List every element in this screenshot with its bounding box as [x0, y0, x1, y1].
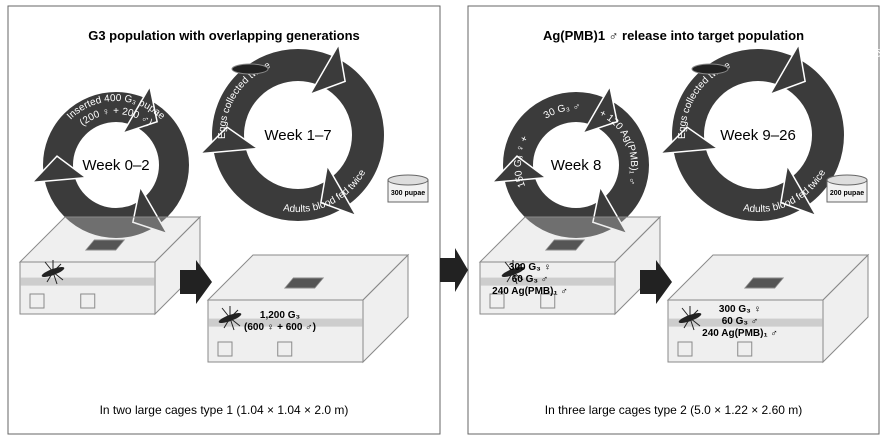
- cage-label: 240 Ag(PMB)₁ ♂: [702, 328, 778, 339]
- mosquito-leg: [223, 317, 231, 329]
- cage-stripe: [480, 277, 615, 286]
- cage-top-window: [283, 277, 325, 289]
- step-arrow: [640, 260, 672, 304]
- mosquito-leg: [229, 317, 235, 331]
- week-label: Week 8: [551, 157, 602, 174]
- mosquito-leg: [689, 309, 699, 319]
- panel-footer: In two large cages type 1 (1.04 × 1.04 ×…: [100, 403, 349, 417]
- cage-top-window: [544, 239, 586, 251]
- cage-front: [207, 299, 364, 363]
- mosquito-leg: [44, 261, 54, 273]
- mosquito-leg: [229, 309, 239, 319]
- ring-arrowhead: [30, 155, 89, 184]
- cage-label: 240 Ag(PMB)₁ ♂: [492, 286, 568, 297]
- cage-label: 60 G₃ ♂: [722, 316, 759, 327]
- cage-stripe: [20, 277, 155, 286]
- ring-arrowhead: [198, 126, 260, 155]
- ring-arrowhead: [308, 42, 346, 96]
- mosquito-leg: [689, 317, 701, 327]
- ring-arrowhead: [121, 84, 158, 135]
- mosquito-leg: [52, 271, 58, 285]
- mosquito-leg: [46, 271, 54, 283]
- mosquito-leg: [52, 263, 62, 273]
- egg-dish: [691, 63, 729, 75]
- mosquito-leg: [221, 307, 231, 319]
- ring-arrowhead: [780, 163, 818, 217]
- mosquito-leg: [683, 317, 691, 329]
- cage-top-window: [84, 239, 126, 251]
- cage-label: 60 G₃ ♂: [512, 274, 549, 285]
- mosquito-leg: [229, 317, 241, 327]
- cage-sleeve: [540, 293, 556, 309]
- mosquito-leg: [681, 307, 691, 319]
- week-label: Week 0–2: [82, 157, 149, 174]
- step-arrow: [180, 260, 212, 304]
- pupae-cup-rim: [387, 174, 429, 186]
- pupae-cup-label: 200 pupae: [830, 190, 864, 197]
- mosquito-leg: [512, 271, 524, 281]
- cage-stripe: [668, 318, 823, 327]
- cage-front: [19, 261, 156, 315]
- cage-front: [667, 299, 824, 363]
- mosquito-leg: [512, 263, 522, 273]
- ring-arrowhead: [320, 163, 358, 217]
- ring-arrowhead: [132, 184, 169, 235]
- ring-arrowhead: [768, 42, 806, 96]
- panel-title: Ag(PMB)1 ♂ release into target populatio…: [543, 28, 804, 43]
- mosquito-leg: [52, 271, 64, 281]
- ring-arrowhead: [490, 155, 549, 184]
- mosquito-leg: [689, 317, 695, 331]
- panel-title: G3 population with overlapping generatio…: [88, 28, 360, 43]
- pupae-cup-label: 300 pupae: [391, 190, 425, 197]
- cage-front: [479, 261, 616, 315]
- mosquito-leg: [512, 271, 518, 285]
- cage-sleeve: [217, 341, 233, 357]
- cage-label: 300 G₃ ♀: [719, 304, 761, 315]
- ring-arrowhead: [581, 84, 618, 135]
- week-label: Week 9–26: [720, 127, 796, 144]
- panel-footer: In three large cages type 2 (5.0 × 1.22 …: [545, 403, 803, 417]
- cage-sleeve: [29, 293, 45, 309]
- cage-stripe: [208, 318, 363, 327]
- cage-label: 1,200 G₃: [260, 310, 301, 321]
- egg-dish: [231, 63, 269, 75]
- mosquito-leg: [506, 271, 514, 283]
- pupae-cup-rim: [826, 174, 868, 186]
- cage-top-window: [743, 277, 785, 289]
- cage-sleeve: [489, 293, 505, 309]
- cage-label: 300 G₃ ♀: [509, 262, 551, 273]
- cage-sleeve: [677, 341, 693, 357]
- week-label: Week 1–7: [264, 127, 331, 144]
- transition-arrow: [440, 248, 468, 292]
- cage-sleeve: [737, 341, 753, 357]
- cage-sleeve: [80, 293, 96, 309]
- ring-arrowhead: [658, 126, 720, 155]
- mosquito-leg: [504, 261, 514, 273]
- cage-label: (600 ♀ + 600 ♂): [244, 322, 316, 333]
- ring-arrowhead: [592, 184, 629, 235]
- cage-sleeve: [277, 341, 293, 357]
